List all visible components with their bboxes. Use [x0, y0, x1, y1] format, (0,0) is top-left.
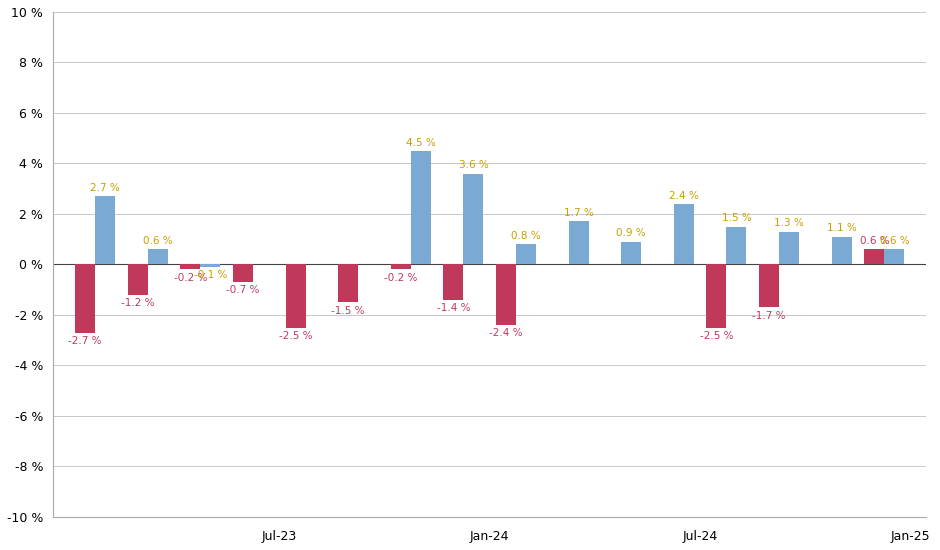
Text: 4.5 %: 4.5 %	[406, 138, 435, 147]
Bar	[760, 265, 779, 307]
Bar	[148, 249, 167, 265]
Text: -2.4 %: -2.4 %	[490, 328, 523, 338]
Text: 1.7 %: 1.7 %	[564, 208, 593, 218]
Bar	[200, 265, 220, 267]
Text: -0.2 %: -0.2 %	[174, 273, 207, 283]
Bar	[621, 241, 641, 265]
Bar	[516, 244, 536, 265]
Bar	[233, 265, 253, 282]
Bar	[779, 232, 799, 265]
Bar	[707, 265, 727, 327]
Text: 0.6 %: 0.6 %	[143, 236, 173, 246]
Bar	[569, 222, 588, 265]
Bar	[95, 196, 115, 265]
Bar	[496, 265, 516, 325]
Bar	[286, 265, 306, 327]
Text: -1.5 %: -1.5 %	[332, 306, 365, 316]
Text: -1.2 %: -1.2 %	[121, 298, 154, 308]
Bar	[411, 151, 431, 265]
Text: 0.8 %: 0.8 %	[511, 231, 540, 241]
Bar	[674, 204, 694, 265]
Text: -0.1 %: -0.1 %	[194, 270, 227, 280]
Text: 3.6 %: 3.6 %	[459, 160, 488, 170]
Text: -1.4 %: -1.4 %	[437, 303, 470, 313]
Text: -2.5 %: -2.5 %	[279, 331, 312, 341]
Bar	[391, 265, 411, 270]
Bar	[180, 265, 200, 270]
Text: 1.5 %: 1.5 %	[722, 213, 751, 223]
Text: -0.2 %: -0.2 %	[384, 273, 417, 283]
Text: 2.7 %: 2.7 %	[90, 183, 120, 193]
Bar	[727, 227, 746, 265]
Bar	[444, 265, 463, 300]
Text: 1.3 %: 1.3 %	[775, 218, 804, 228]
Text: 0.6 %: 0.6 %	[880, 236, 909, 246]
Bar	[128, 265, 148, 295]
Bar	[885, 249, 904, 265]
Text: -0.7 %: -0.7 %	[227, 285, 259, 295]
Bar	[338, 265, 358, 303]
Text: -2.7 %: -2.7 %	[69, 336, 102, 346]
Bar	[864, 249, 885, 265]
Bar	[75, 265, 95, 333]
Bar	[463, 173, 483, 265]
Text: -1.7 %: -1.7 %	[752, 311, 786, 321]
Text: -2.5 %: -2.5 %	[699, 331, 733, 341]
Text: 2.4 %: 2.4 %	[669, 190, 698, 201]
Text: 0.6 %: 0.6 %	[859, 236, 889, 246]
Text: 1.1 %: 1.1 %	[827, 223, 856, 233]
Bar	[832, 236, 852, 265]
Text: 0.9 %: 0.9 %	[617, 228, 646, 238]
